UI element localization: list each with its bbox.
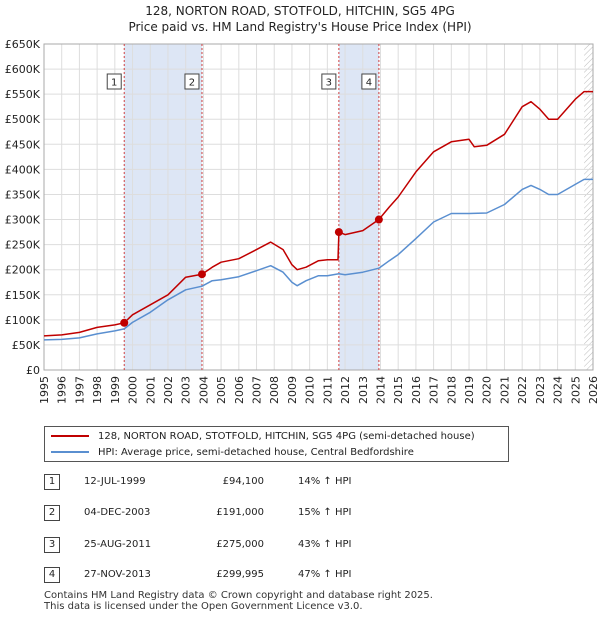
sale-point: [120, 318, 129, 327]
x-tick-label: 1996: [56, 376, 69, 404]
sale-number-label: 3: [326, 78, 332, 89]
legend: 128, NORTON ROAD, STOTFOLD, HITCHIN, SG5…: [44, 426, 509, 462]
sale-number-label: 1: [111, 78, 117, 89]
y-tick-label: £250K: [5, 239, 41, 252]
legend-swatch-property: [51, 435, 89, 437]
price-chart: £0 £50K £100K £150K £200K £250K £300K £350K £400…: [5, 38, 600, 404]
x-tick-label: 1995: [38, 376, 51, 404]
sale-price: £299,995: [216, 569, 264, 580]
y-tick-label: £600K: [5, 63, 41, 76]
table-row: 4 27-NOV-2013 £299,995 47% ↑ HPI: [44, 565, 464, 585]
x-tick-label: 2014: [374, 376, 387, 404]
x-tick-label: 2001: [144, 376, 157, 404]
sale-hpi-change: 15% ↑ HPI: [298, 507, 352, 518]
x-tick-label: 2011: [321, 376, 334, 404]
sale-date: 12-JUL-1999: [84, 476, 146, 487]
legend-swatch-hpi: [51, 451, 89, 453]
hpi-line: [43, 178, 593, 341]
sale-point: [197, 270, 206, 279]
y-tick-label: £100K: [5, 314, 41, 327]
sale-number-badge: 1: [44, 474, 60, 490]
sale-date: 04-DEC-2003: [84, 507, 151, 518]
legend-item-hpi: HPI: Average price, semi-detached house,…: [51, 445, 414, 461]
chart-title-block: 128, NORTON ROAD, STOTFOLD, HITCHIN, SG5…: [0, 3, 600, 35]
sale-number-box: [184, 73, 200, 90]
sale-price: £191,000: [216, 507, 264, 518]
plot-frame: [43, 43, 594, 371]
sale-number-box: [361, 73, 377, 90]
x-tick-label: 2024: [552, 376, 565, 404]
table-row: 1 12-JUL-1999 £94,100 14% ↑ HPI: [44, 472, 464, 492]
y-tick-label: £350K: [5, 188, 41, 201]
sale-number-label: 2: [189, 78, 195, 89]
x-tick-label: 2020: [481, 376, 494, 404]
sale-date: 25-AUG-2011: [84, 539, 152, 550]
x-tick-label: 2026: [587, 376, 600, 404]
sale-hpi-change: 14% ↑ HPI: [298, 476, 352, 487]
x-tick-label: 2009: [286, 376, 299, 404]
legend-label-property: 128, NORTON ROAD, STOTFOLD, HITCHIN, SG5…: [98, 431, 475, 442]
sale-number-badge: 4: [44, 567, 60, 583]
sale-price: £275,000: [216, 539, 264, 550]
chart-subtitle: Price paid vs. HM Land Registry's House …: [128, 20, 472, 34]
x-tick-label: 2004: [197, 376, 210, 404]
x-tick-label: 2022: [516, 376, 529, 404]
x-tick-label: 2015: [392, 376, 405, 404]
footer-copyright: Contains HM Land Registry data © Crown c…: [44, 590, 433, 601]
x-tick-label: 2019: [463, 376, 476, 404]
y-tick-label: £50K: [12, 339, 41, 352]
sale-point: [334, 228, 343, 237]
sale-hpi-change: 47% ↑ HPI: [298, 569, 352, 580]
y-tick-label: £0: [26, 364, 40, 377]
x-tick-label: 2010: [304, 376, 317, 404]
y-tick-label: £550K: [5, 88, 41, 101]
sale-price: £94,100: [222, 476, 264, 487]
table-row: 3 25-AUG-2011 £275,000 43% ↑ HPI: [44, 535, 464, 555]
sale-number-badge: 2: [44, 505, 60, 521]
y-tick-label: £650K: [5, 38, 41, 51]
y-tick-label: £450K: [5, 138, 41, 151]
x-tick-label: 2023: [534, 376, 547, 404]
x-tick-label: 2002: [162, 376, 175, 404]
sale-number-label: 4: [366, 78, 372, 89]
x-tick-label: 2025: [569, 376, 582, 404]
x-tick-label: 2016: [410, 376, 423, 404]
sale-point: [374, 215, 383, 224]
x-tick-label: 1998: [91, 376, 104, 404]
y-tick-label: £150K: [5, 289, 41, 302]
sale-number-box: [321, 73, 337, 90]
x-tick-label: 1999: [109, 376, 122, 404]
x-tick-label: 2013: [357, 376, 370, 404]
x-tick-label: 2012: [339, 376, 352, 404]
x-tick-label: 1997: [73, 376, 86, 404]
y-tick-label: £300K: [5, 214, 41, 227]
y-tick-label: £400K: [5, 163, 41, 176]
x-tick-label: 2000: [127, 376, 140, 404]
ownership-shade: [124, 44, 202, 370]
x-tick-label: 2008: [268, 376, 281, 404]
y-tick-label: £200K: [5, 264, 41, 277]
sale-number-box: [106, 73, 122, 90]
forecast-hatch: [584, 44, 593, 370]
x-tick-label: 2003: [180, 376, 193, 404]
footer: Contains HM Land Registry data © Crown c…: [44, 590, 433, 612]
chart-title: 128, NORTON ROAD, STOTFOLD, HITCHIN, SG5…: [145, 4, 455, 18]
legend-item-property: 128, NORTON ROAD, STOTFOLD, HITCHIN, SG5…: [51, 429, 475, 445]
x-tick-label: 2006: [233, 376, 246, 404]
property-price-line: [43, 90, 593, 337]
sale-number-badge: 3: [44, 537, 60, 553]
x-tick-label: 2007: [251, 376, 264, 404]
legend-label-hpi: HPI: Average price, semi-detached house,…: [98, 447, 414, 458]
x-tick-label: 2018: [445, 376, 458, 404]
y-tick-label: £500K: [5, 113, 41, 126]
x-tick-label: 2017: [428, 376, 441, 404]
x-tick-label: 2005: [215, 376, 228, 404]
table-row: 2 04-DEC-2003 £191,000 15% ↑ HPI: [44, 503, 464, 523]
sale-date: 27-NOV-2013: [84, 569, 151, 580]
footer-licence: This data is licensed under the Open Gov…: [44, 601, 363, 612]
sale-hpi-change: 43% ↑ HPI: [298, 539, 352, 550]
x-tick-label: 2021: [498, 376, 511, 404]
